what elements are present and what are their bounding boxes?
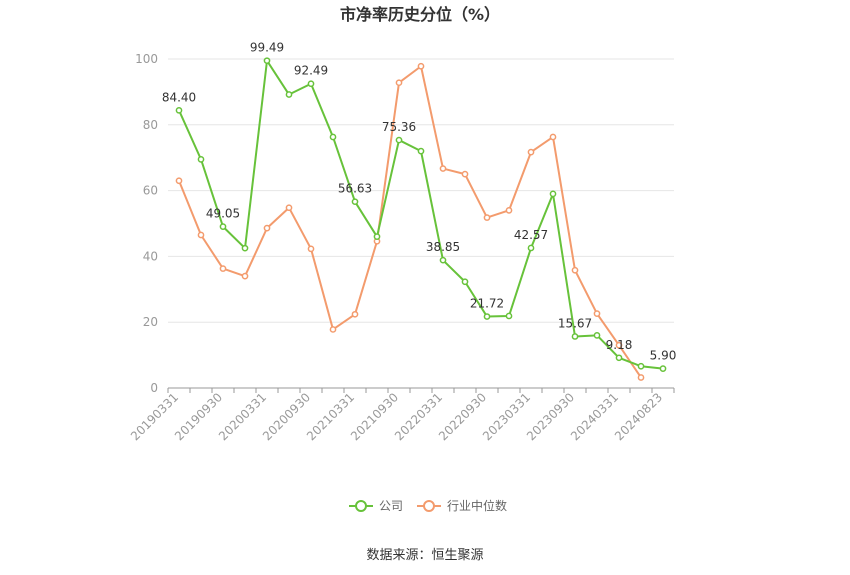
data-label: 38.85 [426,240,460,254]
data-point [615,341,623,349]
data-point [461,170,469,178]
data-point [549,133,557,141]
data-source: 数据来源：恒生聚源 [366,548,483,563]
data-point [571,266,579,274]
legend-item-1: 行业中位数 [417,498,507,513]
data-point [351,198,359,206]
legend-label: 公司 [379,499,403,513]
data-point [659,365,667,372]
legend-item-0: 公司 [349,499,403,513]
data-point [483,214,491,221]
data-point [351,310,359,318]
data-point [505,312,513,320]
data-point [593,310,601,317]
y-tick-label: 80 [143,118,158,132]
data-point [527,244,535,252]
grid [168,58,674,323]
data-label: 42.57 [514,228,548,242]
data-point [527,148,535,156]
data-point [417,62,425,70]
data-label: 15.67 [558,316,592,330]
data-point [395,79,403,87]
data-point [219,265,227,272]
data-point [571,333,579,340]
data-label: 84.40 [162,90,196,104]
data-point [329,326,337,333]
data-point [307,80,315,88]
data-point [241,272,249,280]
y-axis: 0 20 40 60 80 100 [135,52,158,395]
legend-label: 行业中位数 [447,498,507,513]
data-point [373,233,381,241]
y-tick-label: 60 [143,184,158,198]
x-axis: 2019033120190930202003312020093020210331… [128,387,675,443]
data-point [461,278,469,286]
data-label: 49.05 [206,207,240,221]
data-point [175,106,183,114]
data-point [263,224,271,232]
series-line-1 [178,65,642,379]
y-tick-label: 100 [135,52,158,66]
data-point [637,362,645,370]
data-label: 21.72 [470,297,504,311]
data-point [615,354,623,362]
data-point [197,155,205,163]
data-point [285,204,293,212]
data-point [637,374,645,381]
legend: 公司 行业中位数 [349,498,507,513]
data-point [439,256,447,264]
chart-title: 市净率历史分位（%） [340,5,500,24]
data-point [593,332,601,339]
data-point [285,91,293,98]
data-point [505,206,513,214]
y-tick-label: 0 [150,381,158,395]
data-label: 5.90 [650,349,677,363]
y-tick-label: 40 [143,249,158,263]
data-point [329,133,337,141]
data-label: 99.49 [250,41,284,55]
data-point [439,165,447,172]
data-point [307,245,315,253]
data-point [219,223,227,230]
legend-marker [355,500,367,512]
data-point [263,57,271,65]
data-point [395,136,403,144]
data-label: 92.49 [294,64,328,78]
x-tick-label: 20240823 [612,390,665,443]
data-label: 9.18 [606,338,633,352]
data-label: 75.36 [382,120,416,134]
data-label: 56.63 [338,182,372,196]
legend-marker [423,500,435,512]
data-point [417,147,425,155]
data-point [483,313,491,320]
y-tick-label: 20 [143,315,158,329]
series-layer: 84.40 49.05 99.49 92.49 56.63 75.36 38.85 21.72… [162,41,677,381]
data-point [241,244,249,252]
data-point [549,190,557,198]
data-point [197,231,205,239]
data-point [175,177,183,185]
